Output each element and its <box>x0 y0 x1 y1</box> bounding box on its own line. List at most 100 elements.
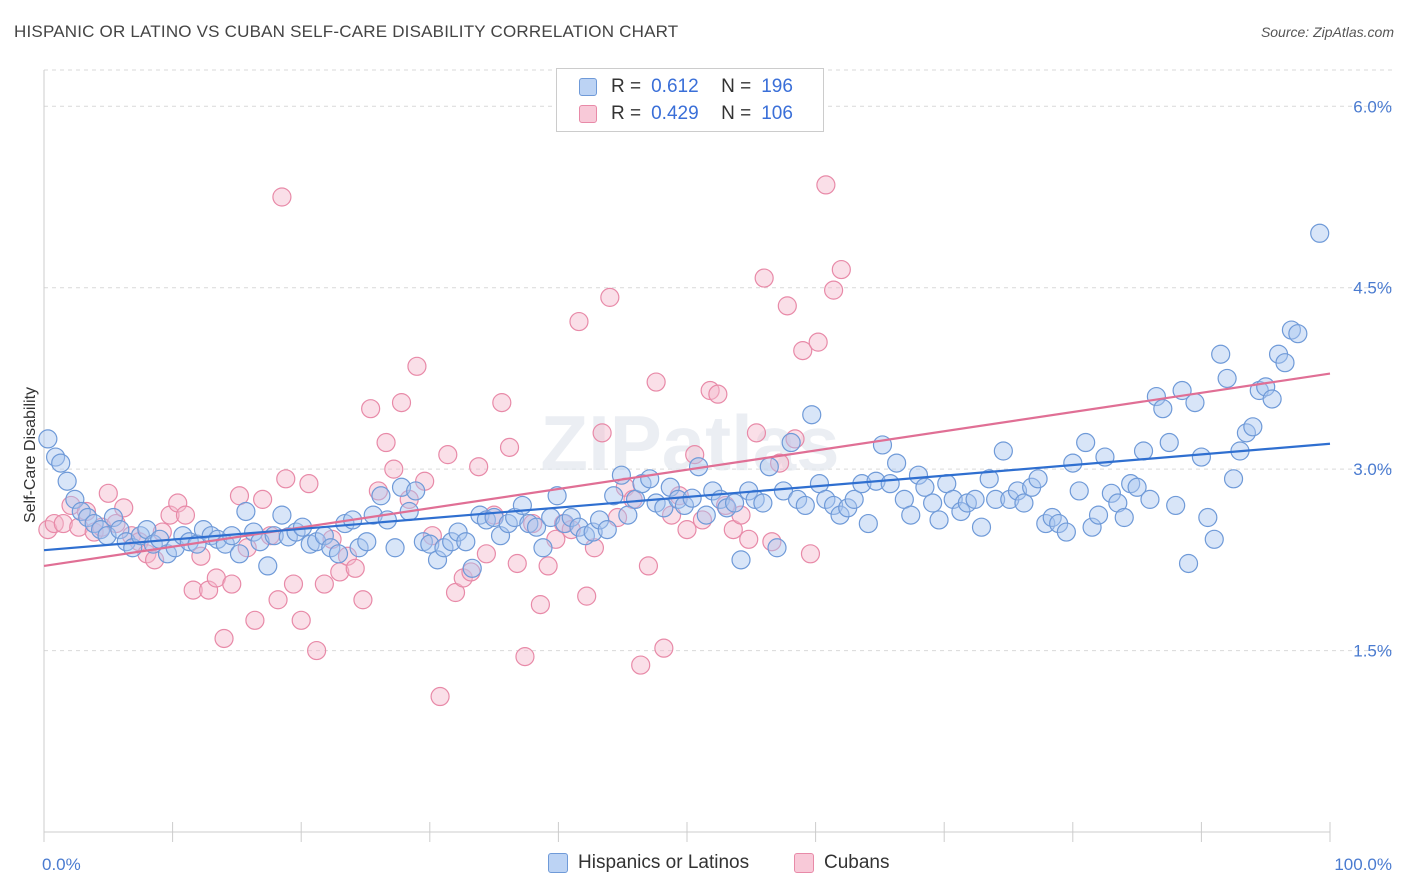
data-point <box>357 532 377 552</box>
data-point <box>1121 474 1141 494</box>
data-point <box>476 544 496 564</box>
data-point <box>1088 505 1109 525</box>
data-point <box>824 280 844 300</box>
data-point <box>816 175 836 195</box>
legend-item-hispanics: Hispanics or Latinos <box>548 852 749 874</box>
data-point <box>802 405 822 425</box>
y-tick-label: 6.0% <box>1353 97 1392 116</box>
data-point <box>53 513 73 534</box>
data-point <box>654 638 674 658</box>
data-point <box>258 556 278 576</box>
data-point <box>592 423 612 443</box>
data-point <box>979 469 999 489</box>
data-point <box>923 493 943 513</box>
n-value: 196 <box>761 76 793 97</box>
data-point <box>314 574 334 594</box>
data-point <box>597 520 617 540</box>
legend-label: Cubans <box>824 852 890 873</box>
data-point <box>353 590 373 610</box>
data-point <box>1127 477 1147 497</box>
data-point <box>1191 447 1212 467</box>
data-point <box>696 505 716 525</box>
data-point <box>1198 507 1218 528</box>
data-point <box>577 586 597 606</box>
data-point <box>583 522 603 542</box>
data-point <box>793 341 813 361</box>
data-point <box>438 445 458 465</box>
data-point <box>830 505 850 525</box>
data-point <box>785 429 805 449</box>
data-point <box>526 517 547 537</box>
data-point <box>753 493 773 513</box>
data-point <box>1211 344 1231 364</box>
data-point <box>777 296 797 316</box>
data-point <box>45 447 66 467</box>
data-point <box>754 268 774 288</box>
data-point <box>168 493 188 513</box>
data-point <box>787 489 808 509</box>
cubans-trend-line <box>43 372 1331 567</box>
data-point <box>376 432 396 453</box>
legend-item-cubans: Cubans <box>794 852 890 874</box>
data-point <box>800 544 821 564</box>
pink-swatch <box>794 853 814 873</box>
data-point <box>406 481 426 501</box>
r-value: 0.429 <box>651 103 699 124</box>
x-tick-label-max: 100.0% <box>1334 855 1392 874</box>
data-point <box>272 505 292 525</box>
data-point <box>469 457 489 477</box>
data-point <box>492 393 512 413</box>
y-axis-label: Self-Care Disability <box>22 387 39 523</box>
data-point <box>505 507 525 528</box>
data-point <box>604 486 624 506</box>
data-point <box>773 481 794 501</box>
data-point <box>1140 489 1160 509</box>
data-point <box>1223 469 1244 489</box>
data-point <box>731 550 751 570</box>
data-point <box>1275 353 1295 373</box>
data-point <box>682 488 702 508</box>
data-point <box>1217 368 1237 389</box>
data-point <box>589 510 610 530</box>
data-point <box>880 474 900 494</box>
data-point <box>307 640 327 661</box>
data-point <box>515 647 535 667</box>
data-point <box>328 544 349 564</box>
data-point <box>971 517 992 537</box>
data-point <box>391 477 412 497</box>
data-point <box>76 501 97 522</box>
x-axis-ticks <box>43 822 1331 842</box>
data-point <box>175 505 196 525</box>
data-point <box>229 544 250 564</box>
data-point <box>476 510 496 530</box>
data-point <box>1069 481 1089 501</box>
data-point <box>307 532 327 552</box>
data-point <box>759 457 779 477</box>
data-point <box>901 505 921 525</box>
data-point <box>965 489 985 509</box>
data-point <box>199 580 219 600</box>
hispanics-trend-line <box>43 442 1331 552</box>
data-point <box>533 538 553 558</box>
data-point <box>986 489 1006 509</box>
data-point <box>1310 223 1330 243</box>
blue-swatch <box>548 853 568 873</box>
data-point <box>51 453 71 473</box>
data-point <box>361 399 381 419</box>
data-point <box>268 590 288 610</box>
data-point <box>442 532 462 552</box>
r-value: 0.612 <box>651 76 699 97</box>
data-point <box>462 558 482 578</box>
data-point <box>1153 399 1173 419</box>
data-point <box>1288 324 1308 344</box>
data-point <box>769 453 790 473</box>
data-point <box>600 287 620 307</box>
data-point <box>38 429 58 449</box>
data-point <box>222 574 242 594</box>
data-point <box>547 486 567 506</box>
n-label: N = <box>721 103 752 124</box>
y-axis-tick-labels: 1.5% 3.0% 4.5% 6.0% <box>1353 97 1392 660</box>
data-point <box>824 495 844 516</box>
data-point <box>371 486 391 506</box>
